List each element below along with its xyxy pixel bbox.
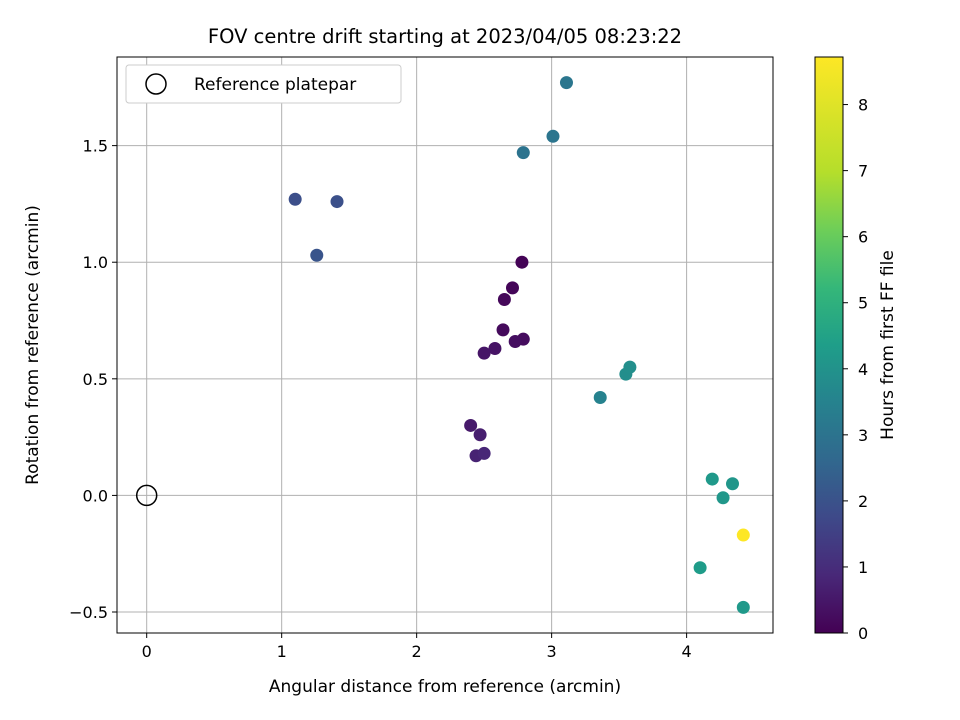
data-point <box>497 293 511 307</box>
data-point <box>546 129 560 143</box>
y-axis-ticks: −0.5 0.0 0.5 1.0 1.5 <box>69 137 117 622</box>
data-point <box>477 446 491 460</box>
data-points <box>288 76 750 614</box>
x-tick-label: 1 <box>277 642 287 661</box>
y-tick-label: 0.0 <box>83 486 108 505</box>
y-tick-label: 1.0 <box>83 253 108 272</box>
data-point <box>516 146 530 160</box>
data-point <box>693 561 707 575</box>
data-point <box>736 600 750 614</box>
data-point <box>496 323 510 337</box>
x-tick-label: 4 <box>682 642 692 661</box>
y-tick-label: 0.5 <box>83 370 108 389</box>
data-point <box>705 472 719 486</box>
x-axis-label: Angular distance from reference (arcmin) <box>269 677 621 697</box>
colorbar-label: Hours from first FF file <box>878 250 898 440</box>
colorbar-tick-label: 5 <box>858 294 868 313</box>
data-point <box>716 491 730 505</box>
data-point <box>473 428 487 442</box>
colorbar-tick-label: 1 <box>858 558 868 577</box>
data-point <box>477 346 491 360</box>
data-point <box>736 528 750 542</box>
data-point <box>464 418 478 432</box>
data-point <box>505 281 519 295</box>
colorbar-tick-label: 0 <box>858 624 868 643</box>
data-point <box>726 477 740 491</box>
data-point <box>623 360 637 374</box>
chart-title: FOV centre drift starting at 2023/04/05 … <box>208 25 682 48</box>
plot-area-frame <box>116 56 774 634</box>
colorbar-tick-label: 7 <box>858 162 868 181</box>
data-point <box>330 195 344 209</box>
data-point <box>508 335 522 349</box>
grid-lines <box>117 57 773 633</box>
data-point <box>488 341 502 355</box>
data-point <box>288 192 302 206</box>
colorbar-tick-label: 2 <box>858 492 868 511</box>
reference-point-marker <box>135 484 158 507</box>
colorbar <box>814 56 844 634</box>
legend-entry-label: Reference platepar <box>194 75 356 95</box>
legend-box <box>125 64 402 104</box>
colorbar-tick-label: 3 <box>858 426 868 445</box>
y-axis-label: Rotation from reference (arcmin) <box>23 205 43 485</box>
colorbar-tick-label: 8 <box>858 96 868 115</box>
colorbar-ticks: 0 1 2 3 4 5 6 7 8 <box>843 96 868 643</box>
data-point <box>593 390 607 404</box>
data-point <box>559 76 573 90</box>
colorbar-tick-label: 6 <box>858 228 868 247</box>
y-tick-label: 1.5 <box>83 137 108 156</box>
x-axis-ticks: 0 1 2 3 4 <box>142 633 692 661</box>
y-tick-label: −0.5 <box>69 603 108 622</box>
data-point <box>515 255 529 269</box>
x-tick-label: 3 <box>547 642 557 661</box>
legend: Reference platepar <box>125 64 402 104</box>
x-tick-label: 2 <box>412 642 422 661</box>
legend-marker-circle-icon <box>145 73 167 95</box>
colorbar-tick-label: 4 <box>858 360 868 379</box>
data-point <box>310 248 324 262</box>
x-tick-label: 0 <box>142 642 152 661</box>
